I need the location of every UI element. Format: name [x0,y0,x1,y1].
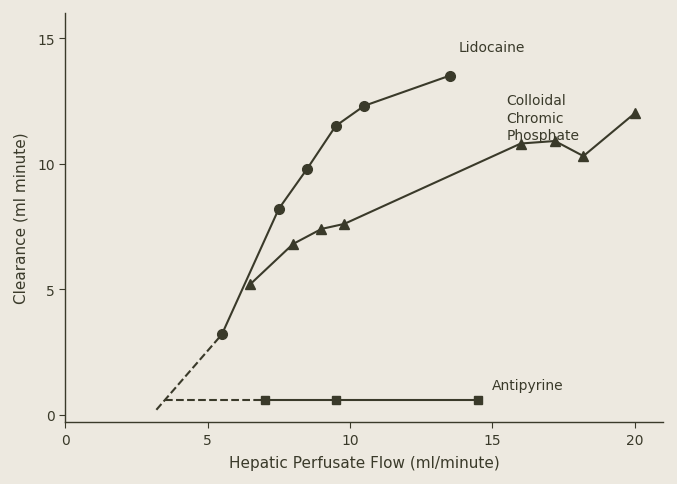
Text: Colloidal
Chromic
Phosphate: Colloidal Chromic Phosphate [506,94,580,143]
Text: Lidocaine: Lidocaine [458,41,525,55]
Y-axis label: Clearance (ml minute): Clearance (ml minute) [14,133,29,304]
X-axis label: Hepatic Perfusate Flow (ml/minute): Hepatic Perfusate Flow (ml/minute) [229,455,500,470]
Text: Antipyrine: Antipyrine [492,378,564,392]
